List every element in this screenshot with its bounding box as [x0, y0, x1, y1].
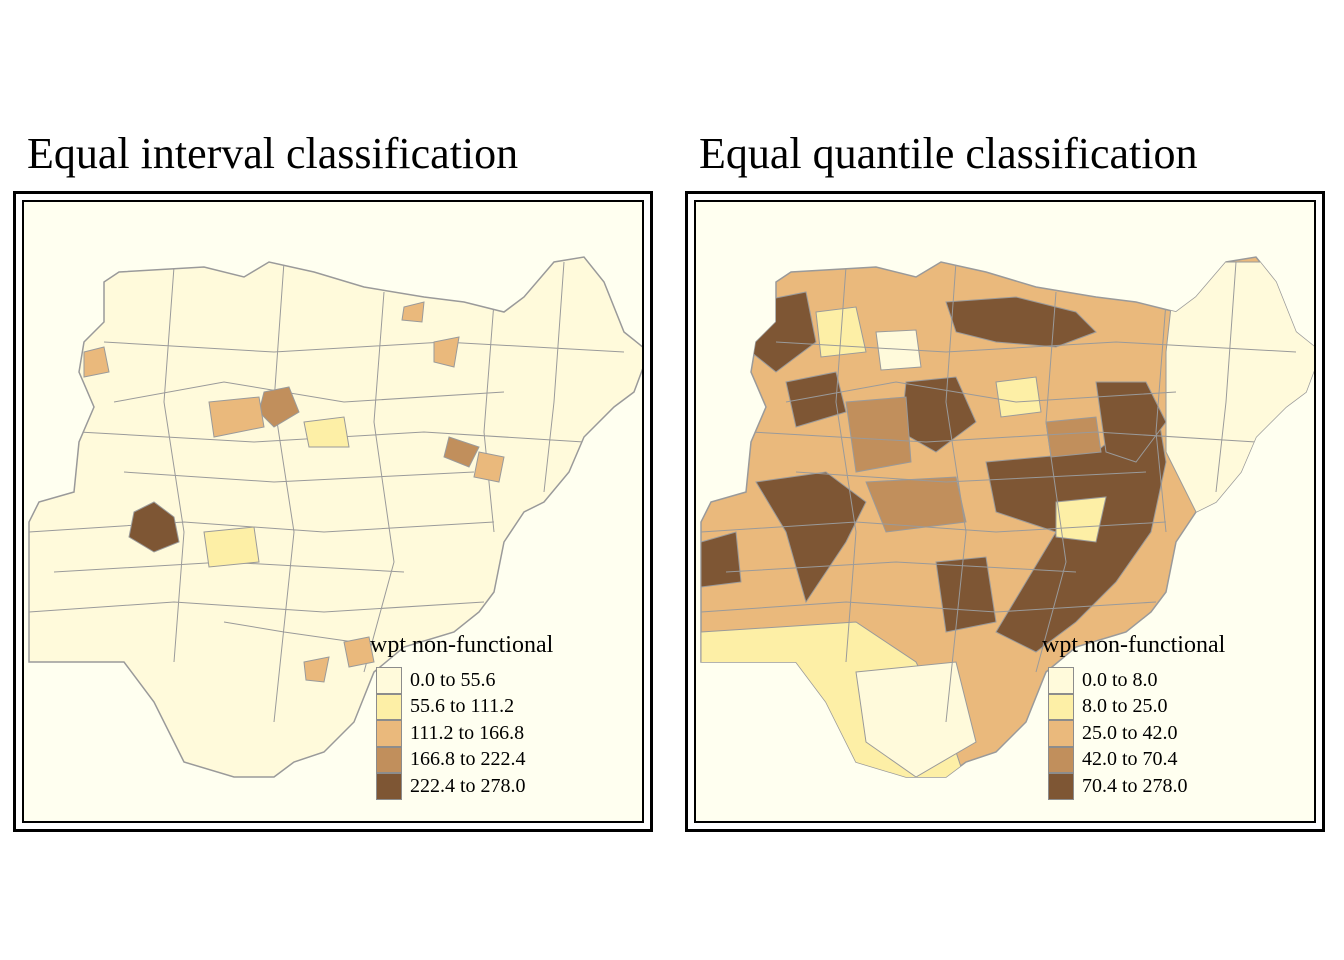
region-shaded-10: [343, 636, 375, 668]
region-shaded-dark6: [935, 556, 997, 633]
region-shaded-mid3: [1045, 416, 1102, 458]
legend-item: 25.0 to 42.0: [1048, 720, 1225, 747]
legend-item: 70.4 to 278.0: [1048, 773, 1225, 800]
legend-label: 222.4 to 278.0: [410, 774, 526, 797]
region-shaded-1: [128, 501, 180, 553]
legend-swatch: [1048, 773, 1074, 800]
legend-label: 70.4 to 278.0: [1082, 774, 1188, 797]
region-shaded-7: [83, 346, 110, 378]
region-shaded-8: [303, 416, 350, 448]
region-shapes: [700, 256, 1314, 778]
choropleth-map-equal-quantile: [700, 256, 1314, 778]
legend-swatch: [1048, 693, 1074, 720]
region-shaded-12: [401, 301, 425, 323]
legend-item: 55.6 to 111.2: [376, 693, 553, 720]
legend-swatch: [1048, 746, 1074, 773]
region-shaded-mid2: [865, 476, 967, 533]
legend-item: 42.0 to 70.4: [1048, 746, 1225, 773]
legend-label: 8.0 to 25.0: [1082, 695, 1168, 718]
region-shaded-9: [203, 526, 260, 568]
legend-label: 42.0 to 70.4: [1082, 748, 1178, 771]
region-shaded-sw2: [855, 661, 977, 777]
region-shaded-west-dark: [755, 471, 867, 604]
map-panel-equal-quantile: wpt non-functional 0.0 to 8.0 8.0 to 25.…: [694, 200, 1316, 823]
legend-swatch: [376, 720, 402, 747]
legend-label: 166.8 to 222.4: [410, 748, 526, 771]
legend-equal-interval: wpt non-functional 0.0 to 55.6 55.6 to 1…: [370, 632, 553, 800]
legend-swatch: [376, 773, 402, 800]
legend-item: 222.4 to 278.0: [376, 773, 553, 800]
map-title-equal-interval: Equal interval classification: [27, 129, 519, 178]
region-shaded-6: [433, 336, 460, 368]
legend-swatch: [376, 746, 402, 773]
region-shaded-light1: [995, 376, 1042, 418]
map-frame-equal-quantile: wpt non-functional 0.0 to 8.0 8.0 to 25.…: [685, 191, 1325, 832]
map-title-equal-quantile: Equal quantile classification: [699, 129, 1198, 178]
region-shaded-5: [473, 451, 505, 483]
region-shaded-light3: [875, 329, 922, 371]
legend-swatch: [1048, 667, 1074, 694]
legend-equal-quantile: wpt non-functional 0.0 to 8.0 8.0 to 25.…: [1042, 632, 1225, 800]
admin-boundary-lines: [701, 261, 1297, 723]
legend-label: 55.6 to 111.2: [410, 695, 515, 718]
legend-label: 0.0 to 8.0: [1082, 668, 1158, 691]
map-frame-equal-interval: wpt non-functional 0.0 to 55.6 55.6 to 1…: [13, 191, 653, 832]
legend-swatch: [376, 667, 402, 694]
region-shaded-ne: [1165, 261, 1314, 513]
region-shaded-light4: [1055, 496, 1107, 543]
legend-label: 0.0 to 55.6: [410, 668, 496, 691]
region-shaded-4: [443, 436, 480, 468]
legend-title: wpt non-functional: [370, 632, 554, 658]
choropleth-map-equal-interval: [28, 256, 642, 778]
legend-swatch: [376, 693, 402, 720]
legend-label: 25.0 to 42.0: [1082, 721, 1178, 744]
region-shaded-11: [303, 656, 330, 683]
region-shaded-north-dark: [945, 296, 1097, 348]
legend-item: 0.0 to 8.0: [1048, 667, 1225, 694]
legend-item: 8.0 to 25.0: [1048, 693, 1225, 720]
region-shaded-mid1: [845, 396, 912, 473]
legend-swatch: [1048, 720, 1074, 747]
legend-title: wpt non-functional: [1042, 632, 1226, 658]
region-shaded-east-dark: [1095, 381, 1167, 463]
region-shaded-nw2-dark: [785, 371, 847, 428]
legend-label: 111.2 to 166.8: [410, 721, 525, 744]
region-shaded-3: [208, 396, 265, 438]
legend-item: 111.2 to 166.8: [376, 720, 553, 747]
legend-item: 166.8 to 222.4: [376, 746, 553, 773]
region-shaded-dark5: [701, 531, 742, 588]
map-panel-equal-interval: wpt non-functional 0.0 to 55.6 55.6 to 1…: [22, 200, 644, 823]
region-shapes: [28, 256, 642, 778]
legend-item: 0.0 to 55.6: [376, 667, 553, 694]
country-base: [28, 256, 642, 778]
